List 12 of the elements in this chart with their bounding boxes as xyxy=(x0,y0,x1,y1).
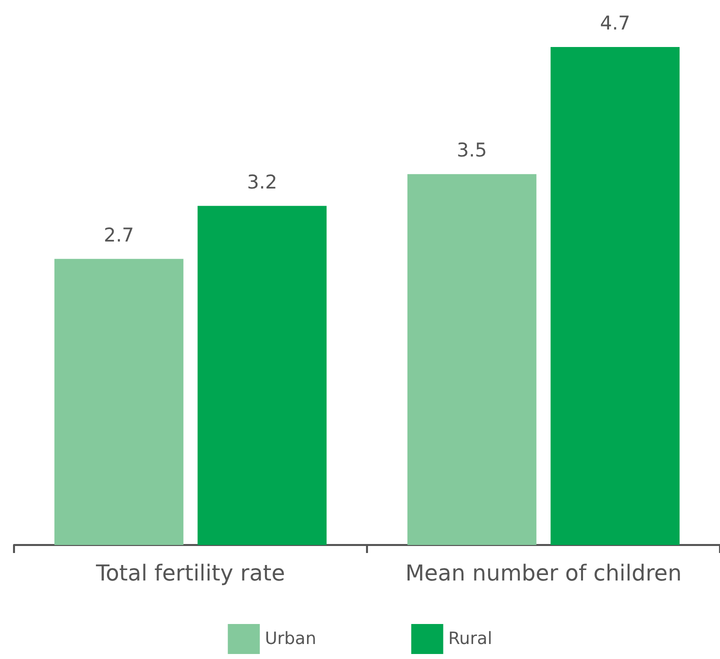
data-label: 2.7 xyxy=(104,224,134,246)
bar xyxy=(550,47,680,545)
legend-label: Urban xyxy=(264,629,316,649)
data-label: 3.2 xyxy=(246,171,278,194)
data-label: 4.7 xyxy=(600,12,630,34)
bar xyxy=(198,206,327,545)
x-tick-label: Total fertility rate xyxy=(95,562,285,586)
legend-label: Rural xyxy=(448,629,492,649)
x-tick-label: Mean number of children xyxy=(405,562,682,586)
bar xyxy=(407,174,536,545)
data-label: 3.5 xyxy=(456,140,488,162)
bar xyxy=(54,258,184,545)
